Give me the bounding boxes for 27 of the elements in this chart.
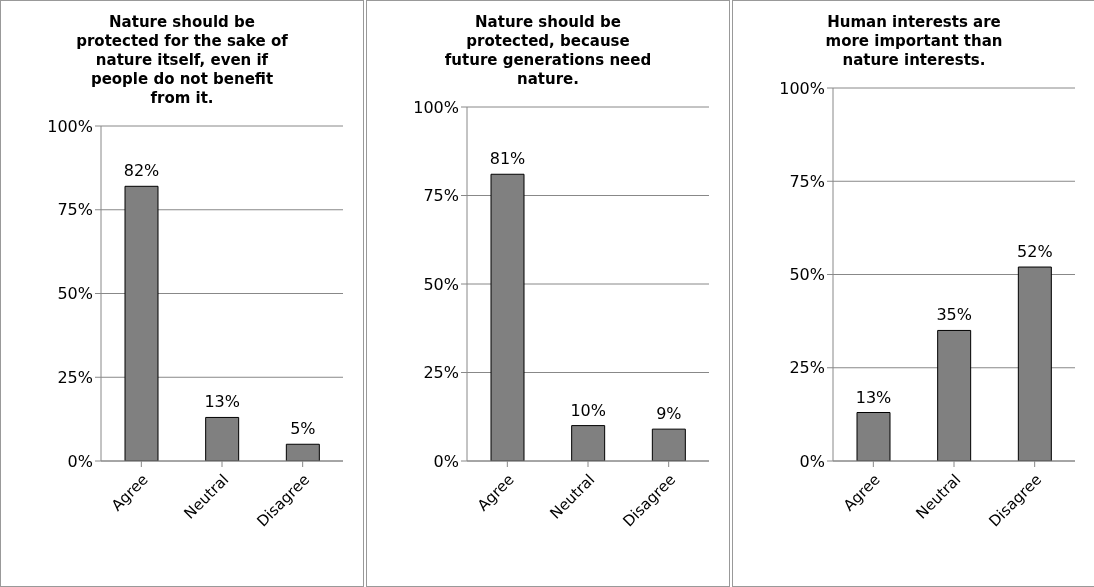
y-tick-label: 0%: [433, 451, 459, 471]
y-tick-label: 75%: [423, 186, 459, 206]
y-tick-label: 100%: [779, 78, 825, 98]
y-tick-label: 0%: [799, 451, 825, 471]
data-label: 13%: [204, 392, 240, 412]
y-tick-label: 100%: [47, 116, 93, 136]
data-label: 81%: [489, 149, 526, 169]
data-label: 10%: [570, 400, 606, 420]
y-tick-label: 25%: [423, 363, 459, 383]
data-label: 52%: [1017, 242, 1053, 262]
y-tick-label: 50%: [423, 274, 459, 294]
chart-title: Nature should be protected, because future generations need nature.: [443, 13, 653, 89]
data-label: 13%: [855, 387, 892, 407]
chart-title: Nature should be protected for the sake of nature itself, even if people do not benefit from it.: [75, 13, 289, 108]
data-label: 82%: [123, 161, 160, 181]
y-tick-label: 25%: [789, 358, 825, 378]
chart-title: Human interests are more important than nature interests.: [824, 13, 1004, 70]
data-label: 9%: [656, 404, 682, 424]
y-tick-label: 0%: [67, 451, 93, 471]
y-tick-label: 50%: [57, 284, 93, 304]
data-label: 5%: [290, 419, 316, 439]
y-tick-label: 100%: [413, 97, 459, 117]
data-label: 35%: [936, 305, 972, 325]
y-tick-label: 25%: [57, 367, 93, 387]
y-tick-label: 50%: [789, 265, 825, 285]
y-tick-label: 75%: [789, 171, 825, 191]
y-tick-label: 75%: [57, 200, 93, 220]
